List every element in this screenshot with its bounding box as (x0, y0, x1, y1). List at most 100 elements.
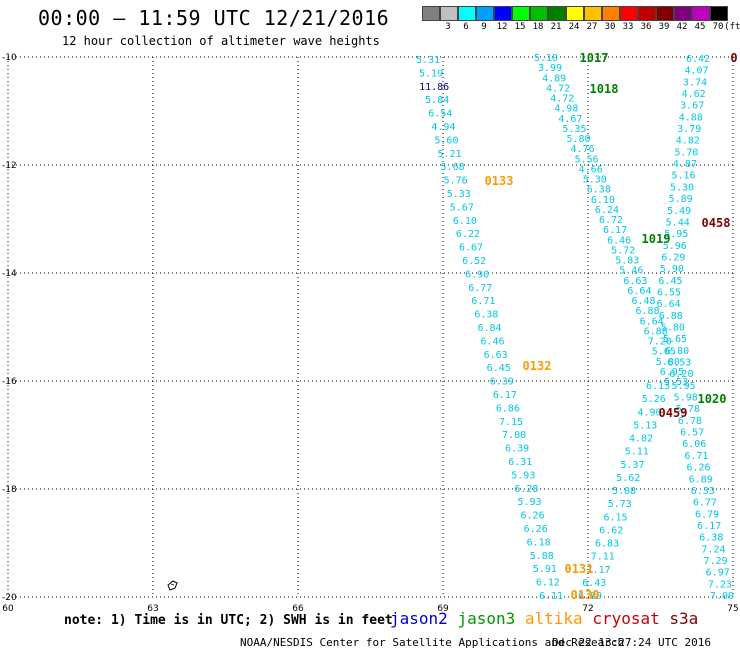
legend-label: 6 (463, 22, 469, 32)
wave-height-value: 5.84 (425, 95, 449, 106)
wave-height-value: 6.55 (657, 287, 681, 298)
wave-height-value: 7.17 (586, 565, 610, 576)
wave-height-value: 6.13 (646, 381, 670, 392)
wave-height-value: 6.17 (493, 390, 517, 401)
pass-time-label: 0130 (571, 588, 600, 602)
wave-height-value: 6.45 (658, 276, 682, 287)
legend-swatch (656, 6, 674, 21)
wave-height-value: 6.38 (699, 533, 723, 544)
wave-height-value: 5.68 (441, 162, 465, 173)
pass-time-label: 1018 (590, 82, 619, 96)
lat-tick-label: -14 (2, 269, 17, 279)
wave-height-value: 5.67 (450, 202, 474, 213)
pass-time-label: 0458 (702, 216, 731, 230)
wave-height-value: 5.26 (642, 394, 666, 405)
legend-swatch (602, 6, 620, 21)
wave-height-value: 6.86 (496, 403, 520, 414)
pass-time-label: 1019 (642, 232, 671, 246)
wave-height-value: 7.20 (648, 337, 672, 348)
wave-height-value: 6.11 (539, 591, 563, 602)
wave-height-value: 6.20 (669, 369, 693, 380)
wave-height-value: 3.79 (677, 124, 701, 135)
wave-height-value: 5.90 (660, 264, 684, 275)
wave-height-value: 6.84 (477, 323, 501, 334)
wave-height-value: 5.91 (533, 564, 557, 575)
legend-swatch (422, 6, 440, 21)
wave-height-value: 5.93 (511, 470, 535, 481)
wave-height-value: 6.63 (623, 276, 647, 287)
legend-swatch (638, 6, 656, 21)
wave-height-value: 6.12 (536, 578, 560, 589)
legend-label: 24 (568, 22, 580, 32)
legend-swatch (674, 6, 692, 21)
wave-height-value: 4.82 (676, 136, 700, 147)
wave-height-value: 5.08 (612, 486, 636, 497)
pass-time-label: 0132 (523, 359, 552, 373)
wave-height-value: 6.33 (691, 486, 715, 497)
wave-height-value: 6.46 (481, 336, 505, 347)
lon-tick-label: 66 (292, 604, 304, 614)
wave-height-value: 5.30 (583, 175, 607, 186)
wave-height-value: 4.98 (554, 104, 578, 115)
wave-height-value: 4.62 (682, 89, 706, 100)
wave-height-value: 6.72 (599, 215, 623, 226)
wave-height-value: 5.21 (437, 149, 461, 160)
wave-height-value: 6.77 (693, 498, 717, 509)
wave-height-value: 6.52 (462, 256, 486, 267)
wave-height-value: 7.23 (708, 579, 732, 590)
legend-swatch (458, 6, 476, 21)
legend-swatch (476, 6, 494, 21)
wave-height-value: 6.89 (578, 591, 602, 602)
page-title: 00:00 – 11:59 UTC 12/21/2016 (38, 6, 390, 30)
wave-height-value: 6.26 (524, 524, 548, 535)
wave-height-value: 6.48 (631, 296, 655, 307)
wave-height-value: 5.89 (669, 194, 693, 205)
legend-label: 3 (445, 22, 451, 32)
pass-time-label: 1020 (698, 392, 727, 406)
island-outline (167, 580, 178, 591)
altimeter-tracks: 5.31 5.19 11.86 5.84 6.54 4.94 5.60 5.21 5.68 5.7… (416, 53, 734, 602)
lon-tick-label: 63 (147, 604, 158, 614)
wave-height-value: 4.76 (571, 144, 595, 155)
wave-height-value: 6.29 (661, 252, 685, 263)
wave-height-value: 7.11 (591, 552, 615, 563)
legend-label: 70 (712, 22, 724, 32)
wave-height-value: 6.57 (680, 428, 704, 439)
satellite-legend-jason3: jason3 (457, 609, 525, 628)
map-axes: 60 63 66 69 72 75 -10 -12 -14 -16 -18 -20 (2, 53, 739, 614)
credit-text: NOAA/NESDIS Center for Satellite Applica… (240, 636, 625, 649)
wave-height-value: 5.80 (566, 134, 590, 145)
wave-height-value: 6.79 (695, 509, 719, 520)
legend-label: 36 (640, 22, 652, 32)
wave-height-value: 7.29 (704, 556, 728, 567)
wave-height-value: 5.88 (530, 551, 554, 562)
satellite-legend-jason2: jason2 (390, 609, 458, 628)
legend-swatch (584, 6, 602, 21)
wave-height-value: 6.95 (660, 367, 684, 378)
wave-height-value: 4.07 (685, 66, 709, 77)
wave-height-value: 6.39 (490, 377, 514, 388)
lon-tick-label: 69 (437, 604, 449, 614)
lat-tick-label: -10 (2, 53, 17, 63)
lat-tick-label: -20 (2, 593, 17, 603)
wave-height-value: 6.88 (659, 311, 683, 322)
legend-label: 33 (622, 22, 634, 32)
legend-unit: (ft) (724, 22, 740, 32)
wave-height-value: 5.76 (444, 176, 468, 187)
wave-height-value: 6.38 (474, 310, 498, 321)
wave-height-value: 6.18 (527, 537, 551, 548)
wave-height-value: 4.87 (673, 159, 697, 170)
legend-label: 12 (496, 22, 508, 32)
pass-time-label: 0133 (485, 174, 514, 188)
wave-height-value: 5.80 (661, 323, 685, 334)
wave-height-value: 4.89 (542, 73, 566, 84)
legend-label: 42 (676, 22, 688, 32)
wave-height-value: 5.44 (666, 217, 690, 228)
wave-height-value: 5.46 (619, 266, 643, 277)
wave-height-value: 6.64 (627, 286, 651, 297)
satellite-legend-s3a: s3a (669, 609, 699, 628)
legend-label: 30 (604, 22, 616, 32)
lat-tick-label: -18 (2, 485, 17, 495)
wave-height-value: 5.60 (434, 135, 458, 146)
satellite-legend: jason2 jason3 altika cryosat s3a (390, 609, 698, 628)
